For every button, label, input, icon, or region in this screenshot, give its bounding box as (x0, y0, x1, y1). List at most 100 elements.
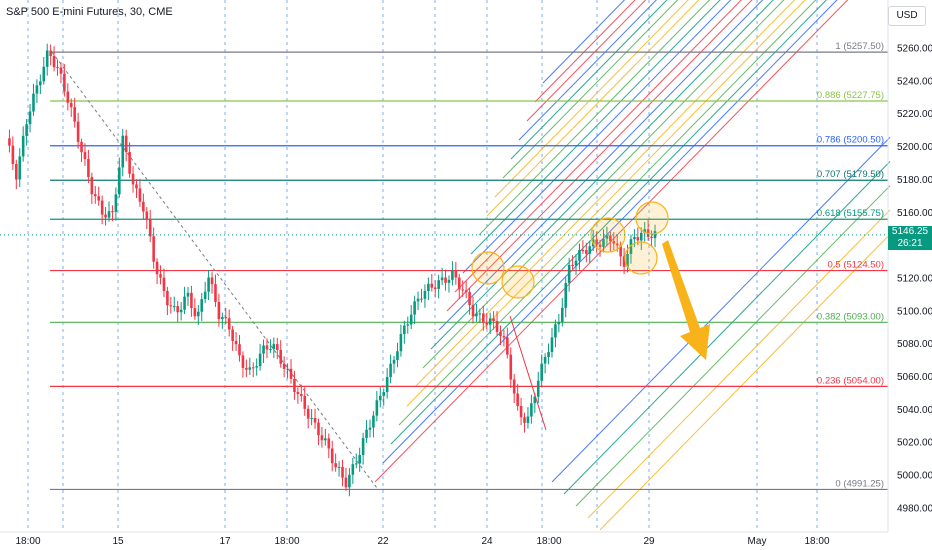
fib-retracement: 1 (5257.50) 0.886 (5227.75) 0.786 (5200.50… (50, 41, 888, 491)
candle-body (203, 291, 207, 300)
candle-body (523, 417, 526, 423)
countdown: 26:21 (897, 238, 923, 249)
candle-body (423, 291, 427, 299)
price-tick-label: 5040.00 (897, 405, 932, 416)
candle-body (337, 466, 341, 468)
pitchfork-line (446, 0, 753, 312)
candle-body (509, 354, 513, 380)
candle-body (282, 363, 286, 369)
price-tick-label: 4980.00 (897, 503, 932, 514)
candle-body (234, 340, 238, 345)
highlight-circle (624, 241, 658, 275)
pitchfork-line (494, 0, 689, 198)
candle-body (39, 81, 42, 86)
price-tick-label: 5060.00 (897, 372, 932, 383)
currency-button[interactable]: USD (888, 6, 926, 26)
time-tick-label: 18:00 (804, 536, 829, 547)
time-tick-label: 24 (481, 536, 493, 547)
candle-body (457, 277, 461, 290)
candle-body (502, 336, 506, 338)
price-tick-label: 5180.00 (897, 175, 932, 186)
candle-body (241, 355, 245, 368)
candle-body (396, 351, 399, 360)
candle-body (32, 93, 35, 112)
pitchfork-line (599, 233, 891, 531)
pitchfork-line (478, 0, 711, 236)
candle-body (392, 359, 396, 364)
price-tick-label: 5160.00 (897, 208, 932, 219)
candle-body (327, 438, 331, 449)
candle-body (104, 214, 107, 218)
price-tick-label: 5000.00 (897, 471, 932, 482)
candle-body (313, 417, 317, 423)
candle-body (155, 261, 159, 275)
candle-body (255, 366, 258, 368)
fib-level-label: 0 (4991.25) (835, 478, 884, 489)
candle-body (200, 299, 204, 312)
candle-body (612, 241, 616, 244)
candle-body (124, 135, 128, 153)
candle-body (622, 256, 626, 267)
candle-body (375, 400, 379, 416)
candle-body (389, 363, 392, 378)
candle-body (231, 329, 234, 341)
candle-body (121, 135, 125, 168)
candle-body (111, 211, 114, 213)
candle-body (128, 152, 131, 174)
candle-body (341, 466, 344, 478)
price-axis[interactable]: 4980.00 5000.00 5020.00 5040.00 5060.00 5080.… (887, 0, 932, 532)
candle-body (348, 474, 351, 488)
candle-body (557, 321, 561, 325)
candle-body (365, 429, 368, 439)
candle-body (152, 236, 155, 262)
pitchfork-line (390, 0, 827, 445)
time-axis[interactable]: 18:00 15 17 18:00 22 24 18:00 29 May 18:00 (0, 531, 888, 547)
candle-body (430, 283, 434, 288)
candle-body (530, 403, 533, 417)
candle-body (581, 249, 585, 251)
fib-level-label: 1 (5257.50) (835, 41, 884, 52)
candle-body (186, 292, 190, 297)
candle-body (615, 243, 619, 246)
fib-level-label: 0.5 (5124.50) (827, 260, 884, 271)
pitchfork-line (534, 0, 636, 103)
candle-body (25, 124, 28, 136)
candle-body (265, 345, 269, 350)
candle-body (382, 392, 386, 396)
candle-body (643, 229, 646, 233)
candle-body (560, 307, 564, 322)
candle-body (179, 309, 183, 313)
candle-body (492, 318, 495, 322)
time-tick-label: 15 (112, 536, 124, 547)
candle-body (416, 298, 420, 302)
candle-body (169, 305, 173, 307)
candle-body (464, 290, 468, 292)
candle-body (440, 277, 444, 281)
candle-body (131, 173, 135, 185)
candle-body (516, 393, 519, 406)
candle-body (76, 121, 80, 142)
candle-body (224, 317, 228, 319)
candle-body (97, 196, 101, 201)
annotations (0, 201, 888, 431)
candle-body (214, 284, 217, 302)
candle-body (358, 455, 361, 464)
pitchfork-line (374, 0, 849, 483)
candle-body (378, 395, 382, 401)
candle-body (176, 306, 179, 313)
time-tick-label: 18:00 (15, 536, 40, 547)
candle-body (238, 344, 241, 356)
pitchfork-line (470, 0, 721, 255)
candle-body (427, 283, 430, 292)
chart-title: S&P 500 E-mini Futures, 30, CME (6, 6, 173, 18)
candle-body (499, 332, 502, 337)
candle-body (437, 280, 440, 289)
candle-body (87, 159, 90, 177)
candle-body (547, 352, 550, 358)
candle-body (588, 246, 592, 254)
candle-body (258, 353, 262, 367)
candle-body (344, 477, 348, 488)
candle-body (49, 50, 52, 57)
price-tick-label: 5020.00 (897, 438, 932, 449)
